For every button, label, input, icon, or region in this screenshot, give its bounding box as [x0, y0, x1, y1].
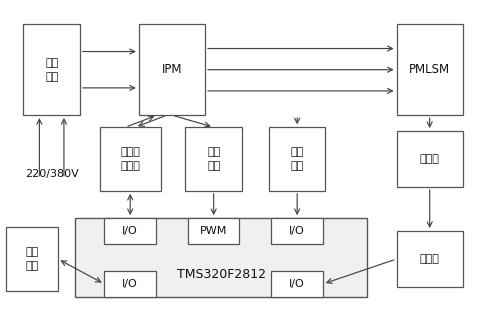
FancyBboxPatch shape: [397, 24, 463, 115]
FancyBboxPatch shape: [6, 227, 58, 291]
FancyBboxPatch shape: [100, 127, 161, 191]
Text: I/O: I/O: [289, 279, 305, 289]
Text: I/O: I/O: [122, 279, 138, 289]
FancyBboxPatch shape: [24, 24, 80, 115]
Text: 电流
检测: 电流 检测: [291, 147, 304, 171]
Text: 键盘
显示: 键盘 显示: [26, 247, 39, 271]
Text: TMS320F2812: TMS320F2812: [176, 268, 266, 281]
FancyBboxPatch shape: [269, 127, 325, 191]
Text: 编码器: 编码器: [420, 154, 440, 164]
Text: I/O: I/O: [289, 226, 305, 236]
FancyBboxPatch shape: [185, 127, 242, 191]
Text: 整流
滤波: 整流 滤波: [45, 58, 58, 82]
FancyBboxPatch shape: [188, 218, 239, 244]
Text: IPM: IPM: [162, 63, 182, 76]
FancyBboxPatch shape: [75, 218, 367, 297]
FancyBboxPatch shape: [397, 231, 463, 287]
Text: PWM: PWM: [200, 226, 227, 236]
FancyBboxPatch shape: [397, 131, 463, 187]
Text: PMLSM: PMLSM: [409, 63, 450, 76]
FancyBboxPatch shape: [272, 218, 323, 244]
Text: I/O: I/O: [122, 226, 138, 236]
Text: 光电
隔离: 光电 隔离: [207, 147, 220, 171]
Text: 传感器: 传感器: [420, 254, 440, 264]
Text: 故障检
测保护: 故障检 测保护: [120, 147, 140, 171]
FancyBboxPatch shape: [272, 271, 323, 297]
FancyBboxPatch shape: [139, 24, 205, 115]
FancyBboxPatch shape: [104, 271, 156, 297]
Text: 220/380V: 220/380V: [25, 169, 79, 179]
FancyBboxPatch shape: [104, 218, 156, 244]
